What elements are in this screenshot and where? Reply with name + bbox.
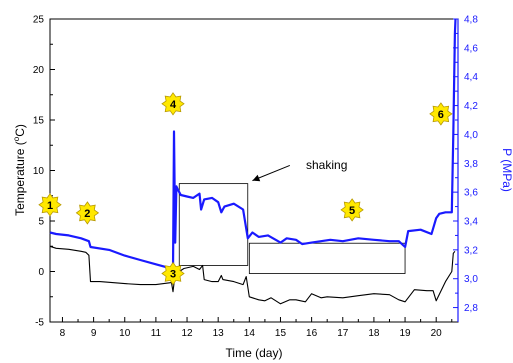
y-right-tick-label: 3,4 <box>464 217 478 228</box>
y-right-tick-label: 2,8 <box>464 303 478 314</box>
x-tick-label: 16 <box>306 328 318 339</box>
marker-star-shape <box>429 102 453 126</box>
y-left-tick-label: 20 <box>33 65 45 76</box>
y-left-tick-label: 25 <box>33 15 45 26</box>
x-tick-label: 9 <box>91 328 97 339</box>
marker-number: 4 <box>170 99 177 111</box>
x-tick-label: 14 <box>244 328 256 339</box>
x-tick-label: 10 <box>119 328 131 339</box>
y-left-axis-ticks: -5 0 5 10 15 20 25 <box>33 15 55 329</box>
pressure-series-line <box>49 18 457 273</box>
y-right-axis-ticks: 2,8 3,0 3,2 3,4 3,6 3,8 4,0 4,2 4,4 4,6 4,8 <box>453 15 478 314</box>
x-tick-label: 13 <box>213 328 225 339</box>
shaking-box-1 <box>178 183 249 266</box>
y-left-tick-label: 0 <box>38 267 44 278</box>
x-axis-title: Time (day) <box>226 346 283 360</box>
event-marker-4: 4 <box>161 92 185 116</box>
y-right-tick-label: 4,2 <box>464 101 478 112</box>
y-right-tick-label: 4,6 <box>464 43 478 54</box>
y-right-tick-label: 3,8 <box>464 159 478 170</box>
x-tick-label: 12 <box>181 328 193 339</box>
x-tick-label: 15 <box>275 328 287 339</box>
marker-number: 6 <box>438 109 444 121</box>
shaking-box-2 <box>248 242 406 274</box>
y-left-tick-label: 5 <box>38 217 44 228</box>
marker-star-shape <box>38 193 62 217</box>
y-right-axis-title: P (MPa) <box>500 148 513 192</box>
marker-star-shape <box>340 198 364 222</box>
shaking-boxes <box>178 183 406 274</box>
x-tick-label: 17 <box>337 328 349 339</box>
x-tick-label: 8 <box>60 328 66 339</box>
x-tick-label: 11 <box>151 328 162 339</box>
shaking-label: shaking <box>306 158 347 172</box>
y-right-tick-label: 3,6 <box>464 188 478 199</box>
event-marker-3: 3 <box>161 261 185 286</box>
temperature-series-line <box>49 245 456 305</box>
arrow-head <box>252 174 261 182</box>
x-tick-label: 20 <box>431 328 443 339</box>
marker-star-shape <box>161 92 185 116</box>
marker-star-shape <box>161 261 185 286</box>
marker-star-shape <box>75 201 100 225</box>
y-left-tick-label: 10 <box>33 166 45 177</box>
marker-number: 5 <box>349 205 355 217</box>
event-marker-1: 1 <box>38 193 62 217</box>
y-right-tick-label: 4,8 <box>464 15 478 26</box>
x-tick-label: 19 <box>399 328 411 339</box>
y-right-tick-label: 4,0 <box>464 130 478 141</box>
marker-number: 2 <box>84 208 90 220</box>
y-right-tick-label: 3,0 <box>464 274 478 285</box>
x-axis-ticks: 8 9 10 11 12 13 14 15 16 17 18 19 20 <box>60 317 453 339</box>
x-tick-label: 18 <box>368 328 380 339</box>
y-right-tick-label: 4,4 <box>464 72 478 83</box>
y-right-tick-label: 3,2 <box>464 245 478 256</box>
y-left-tick-label: -5 <box>35 318 44 329</box>
shaking-arrow <box>252 164 291 182</box>
event-marker-5: 5 <box>340 198 364 222</box>
marker-number: 1 <box>47 200 53 212</box>
event-markers: 1 2 3 4 5 6 <box>38 92 453 286</box>
y-left-tick-label: 15 <box>33 116 45 127</box>
plot-frame <box>49 18 459 323</box>
series-layer <box>49 18 457 305</box>
marker-number: 3 <box>170 269 176 281</box>
event-marker-2: 2 <box>75 201 100 225</box>
event-marker-6: 6 <box>429 102 453 126</box>
y-left-axis-title: Temperature (oC) <box>12 124 27 216</box>
